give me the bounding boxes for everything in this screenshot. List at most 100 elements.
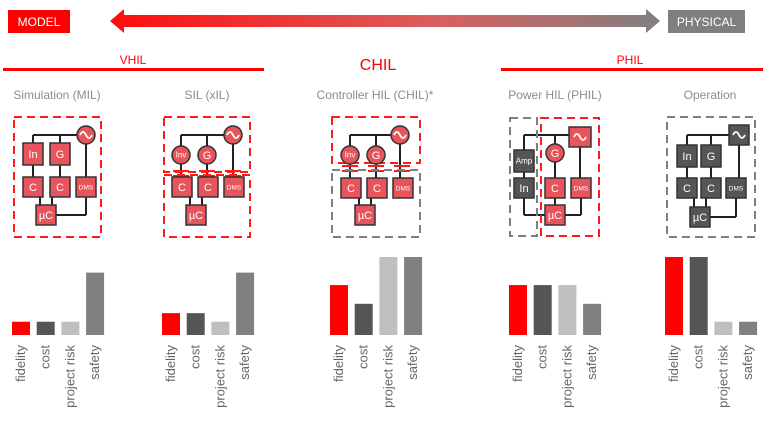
- component-dms: DMS: [570, 177, 592, 199]
- ac-source-icon: [226, 131, 240, 139]
- component-src: [223, 125, 243, 145]
- component-label: C: [683, 183, 691, 195]
- component-label: C: [56, 182, 64, 194]
- metric-label: fidelity: [163, 345, 178, 382]
- metric-bars: fidelity cost project risk safety: [330, 257, 423, 408]
- component-label: µC: [358, 210, 372, 222]
- bar-fidelity: [330, 285, 348, 335]
- component-b: G: [197, 145, 217, 165]
- component-c2: C: [49, 176, 71, 198]
- model-label: MODEL: [18, 15, 61, 29]
- component-label: µC: [693, 212, 707, 224]
- component-label: DMS: [79, 185, 94, 192]
- ac-source-icon: [393, 131, 407, 139]
- component-a: Inv: [171, 145, 191, 165]
- metric-label: cost: [188, 345, 203, 369]
- component-label: DMS: [729, 186, 744, 193]
- red-boundary: [13, 116, 102, 238]
- bar-project-risk: [211, 321, 230, 335]
- bar-safety: [236, 272, 255, 335]
- component-dms: DMS: [725, 177, 747, 199]
- ac-source-icon: [79, 131, 93, 139]
- metric-bars: fidelity cost project risk safety: [162, 272, 255, 408]
- component-b: G: [49, 142, 71, 166]
- panel-title: Power HIL (PHIL): [508, 88, 602, 102]
- component-c1: C: [340, 177, 362, 199]
- component-c1: In: [513, 177, 535, 199]
- component-label: G: [707, 151, 716, 163]
- physical-label-box: PHYSICAL: [668, 10, 745, 33]
- component-label: µC: [39, 210, 53, 222]
- panel-title: SIL (xIL): [185, 88, 230, 102]
- component-c2: C: [700, 177, 722, 199]
- panel-title: Simulation (MIL): [13, 88, 100, 102]
- component-c1: C: [171, 176, 193, 198]
- component-label: C: [373, 183, 381, 195]
- component-dms: DMS: [392, 177, 414, 199]
- metric-label: project risk: [380, 345, 395, 408]
- component-label: G: [203, 150, 212, 162]
- component-c1: C: [22, 176, 44, 198]
- bar-cost: [36, 321, 55, 335]
- component-label: DMS: [396, 186, 411, 193]
- component-label: µC: [548, 210, 562, 222]
- red-boundary: [331, 116, 421, 164]
- metric-label: project risk: [715, 345, 730, 408]
- ac-source-icon: [573, 133, 587, 141]
- ac-source-icon: [732, 131, 746, 139]
- bar-fidelity: [509, 285, 527, 335]
- component-dms: DMS: [223, 176, 245, 198]
- component-a: Inv: [340, 145, 360, 165]
- panel-operation: Operation In G C C DMS µC fidelity cost project r…: [665, 88, 758, 408]
- metric-label: project risk: [62, 345, 77, 408]
- component-a: In: [676, 144, 698, 168]
- model-label-box: MODEL: [8, 10, 70, 33]
- component-label: In: [682, 151, 691, 163]
- component-dms: DMS: [75, 176, 97, 198]
- metric-bars: fidelity cost project risk safety: [665, 257, 758, 408]
- bar-fidelity: [12, 321, 30, 335]
- component-label: G: [551, 148, 560, 160]
- bar-safety: [739, 321, 758, 335]
- physical-label: PHYSICAL: [677, 15, 737, 29]
- metric-label: safety: [584, 345, 599, 380]
- component-b: G: [545, 143, 565, 163]
- bar-safety: [404, 257, 423, 335]
- bar-project-risk: [714, 321, 733, 335]
- component-label: Inv: [176, 151, 187, 160]
- metric-label: fidelity: [666, 345, 681, 382]
- component-uc: µC: [689, 206, 711, 228]
- bar-project-risk: [379, 257, 398, 335]
- model-physical-arrow: [110, 9, 660, 33]
- component-label: In: [519, 183, 528, 195]
- component-uc: µC: [35, 204, 57, 226]
- bar-cost: [186, 313, 205, 335]
- gray-boundary: [666, 116, 756, 238]
- panel-power-hil-phil: Power HIL (PHIL) Amp G In C DMS µC fidelity cost…: [508, 88, 602, 408]
- red-boundary: [163, 174, 251, 238]
- component-b: G: [366, 145, 386, 165]
- metric-label: fidelity: [510, 345, 525, 382]
- component-uc: µC: [544, 204, 566, 226]
- component-label: G: [56, 149, 65, 161]
- metric-bars: fidelity cost project risk safety: [509, 285, 602, 408]
- component-label: C: [29, 182, 37, 194]
- panel-controller-hil-chil: Controller HIL (CHIL)* Inv G C C DMS µC fidelit…: [317, 88, 434, 408]
- metric-label: project risk: [212, 345, 227, 408]
- component-src: [76, 125, 96, 145]
- component-c1: C: [676, 177, 698, 199]
- component-label: G: [372, 150, 381, 162]
- red-boundary: [540, 117, 600, 237]
- vhil-range-line: [3, 68, 264, 71]
- component-label: C: [347, 183, 355, 195]
- metric-label: safety: [405, 345, 420, 380]
- component-label: C: [707, 183, 715, 195]
- component-uc: µC: [354, 204, 376, 226]
- component-label: DMS: [227, 185, 242, 192]
- bar-cost: [533, 285, 552, 335]
- gray-boundary: [509, 117, 538, 237]
- component-label: In: [28, 149, 37, 161]
- metric-label: cost: [38, 345, 53, 369]
- component-uc: µC: [185, 204, 207, 226]
